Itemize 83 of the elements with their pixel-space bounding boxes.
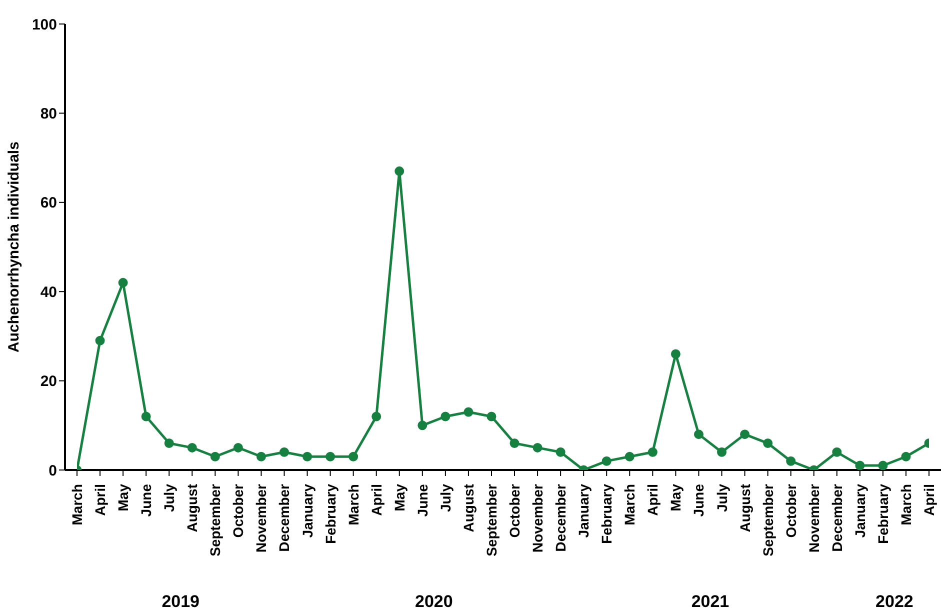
point xyxy=(348,452,358,462)
x-tick-label: June xyxy=(138,484,154,517)
y-tick-label: 20 xyxy=(40,373,57,390)
point xyxy=(118,278,128,288)
point xyxy=(532,442,542,452)
point xyxy=(95,336,105,346)
point xyxy=(372,412,382,422)
point xyxy=(786,456,796,466)
point xyxy=(164,438,174,448)
point xyxy=(279,447,289,457)
x-tick-label: October xyxy=(506,483,523,538)
x-tick-label: September xyxy=(207,483,224,556)
x-tick-label: May xyxy=(668,484,684,512)
x-tick-label: April xyxy=(921,484,937,516)
x-tick-label: December xyxy=(828,483,845,552)
y-tick-label: 0 xyxy=(48,462,57,480)
x-tick-label: April xyxy=(368,484,384,516)
y-tick-label: 60 xyxy=(40,194,57,212)
x-tick-label: June xyxy=(414,484,430,517)
x-tick-label: October xyxy=(230,483,246,538)
point xyxy=(763,438,773,448)
x-tick-label: March xyxy=(898,484,914,526)
point xyxy=(740,430,750,440)
point xyxy=(486,412,496,422)
point xyxy=(256,452,266,462)
point xyxy=(717,447,727,457)
x-tick-label: August xyxy=(184,484,200,532)
x-tick-label: February xyxy=(874,484,891,544)
point xyxy=(141,412,151,422)
point xyxy=(302,452,312,462)
point xyxy=(670,349,680,359)
x-tick-label: September xyxy=(760,483,776,556)
y-tick-label: 80 xyxy=(40,106,57,123)
x-tick-label: June xyxy=(690,484,707,517)
point xyxy=(394,166,404,176)
x-tick-label: May xyxy=(115,484,132,512)
point xyxy=(901,452,911,462)
text: 2019 xyxy=(160,592,201,612)
x-tick-label: May xyxy=(391,484,408,512)
x-tick-label: July xyxy=(437,484,454,512)
x-tick-label: March xyxy=(345,484,362,526)
x-tick-label: October xyxy=(782,483,799,538)
point xyxy=(878,460,888,470)
point xyxy=(832,447,842,457)
x-tick-label: December xyxy=(552,483,569,552)
x-tick-label: July xyxy=(161,484,178,512)
y-tick-label: 100 xyxy=(32,16,57,34)
x-tick-label: February xyxy=(322,484,338,544)
x-tick-label: January xyxy=(576,484,592,538)
point xyxy=(210,452,220,462)
point xyxy=(602,456,612,466)
point xyxy=(464,407,474,417)
x-tick-label: August xyxy=(736,484,753,532)
x-tick-label: April xyxy=(644,484,661,516)
x-tick-label: July xyxy=(714,484,730,512)
point xyxy=(233,442,243,452)
text: 2021 xyxy=(690,592,730,612)
y-tick-label: 40 xyxy=(40,284,57,301)
x-tick-label: March xyxy=(69,484,85,526)
point xyxy=(556,447,566,457)
point xyxy=(440,412,450,422)
point xyxy=(648,447,658,457)
point xyxy=(694,430,704,440)
x-tick-label: September xyxy=(483,483,500,556)
x-tick-label: February xyxy=(598,484,615,544)
x-tick-label: December xyxy=(276,483,292,552)
x-tick-label: August xyxy=(460,484,476,532)
point xyxy=(510,438,520,448)
x-tick-label: November xyxy=(530,483,546,552)
x-tick-label: January xyxy=(299,484,316,538)
text: 2022 xyxy=(874,592,914,612)
x-tick-label: November xyxy=(806,483,822,552)
point xyxy=(418,420,428,430)
text: 2020 xyxy=(414,592,454,612)
y-axis-title: Auchenorrhyncha individuals xyxy=(5,142,22,352)
x-tick-label: January xyxy=(852,484,868,538)
point xyxy=(624,452,634,462)
point xyxy=(326,452,336,462)
x-tick-label: November xyxy=(253,483,270,552)
x-tick-label: March xyxy=(622,484,638,526)
point xyxy=(187,442,197,452)
x-tick-label: April xyxy=(92,484,108,516)
point xyxy=(855,460,865,470)
